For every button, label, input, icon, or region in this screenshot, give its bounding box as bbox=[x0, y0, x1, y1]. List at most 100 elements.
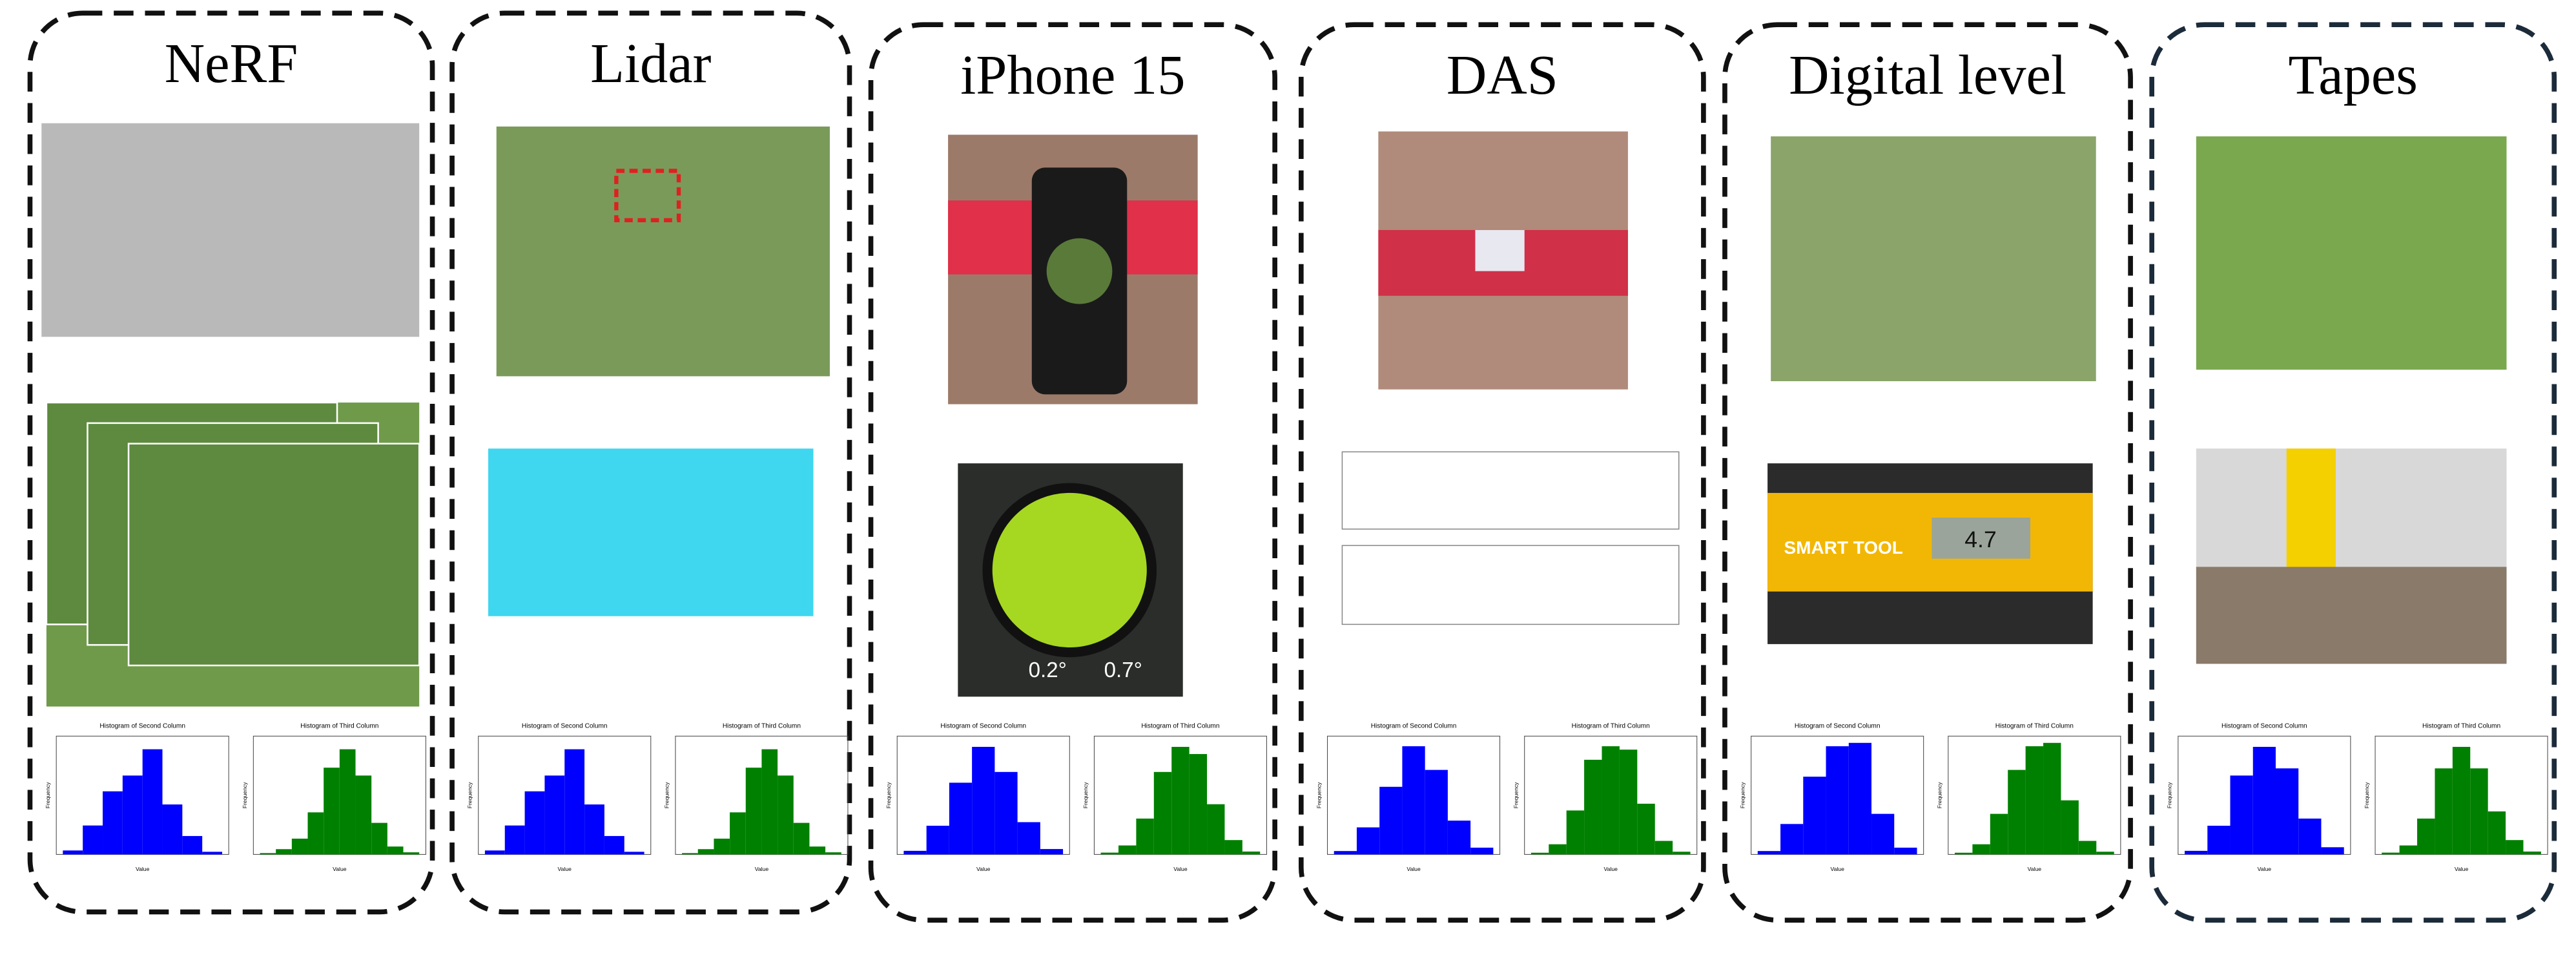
hist-bar bbox=[1803, 777, 1826, 855]
hist-ylabel: Frequency bbox=[2167, 782, 2173, 808]
photo bbox=[41, 123, 420, 337]
hist-bar bbox=[2061, 800, 2079, 855]
hist-bar bbox=[1100, 852, 1118, 855]
hist-bar bbox=[1871, 813, 1895, 855]
hist-bar bbox=[1826, 746, 1849, 855]
hist-xlabel: Value bbox=[136, 866, 150, 872]
hist-title: Histogram of Second Column bbox=[940, 723, 1026, 730]
hist-ylabel: Frequency bbox=[242, 782, 248, 808]
panel-title: iPhone 15 bbox=[960, 44, 1185, 106]
hist-bar bbox=[1972, 844, 1990, 855]
hist-bar bbox=[2025, 746, 2044, 855]
hist-ylabel: Frequency bbox=[467, 782, 473, 808]
hist-bar bbox=[260, 853, 276, 855]
hist-bar bbox=[697, 849, 714, 855]
hist-bar bbox=[1017, 822, 1040, 855]
hist-bar bbox=[2298, 818, 2322, 855]
hist-bar bbox=[730, 812, 746, 855]
ground bbox=[2196, 567, 2507, 664]
hist-bar bbox=[2275, 768, 2299, 855]
hist-bar bbox=[291, 839, 308, 855]
hist-bar bbox=[2078, 841, 2097, 855]
hist-bar bbox=[714, 839, 730, 855]
hist-bar bbox=[2399, 845, 2418, 855]
hist-bar bbox=[2096, 852, 2114, 855]
sensor bbox=[1475, 230, 1525, 271]
hist-bar bbox=[1171, 746, 1190, 855]
hist-bar bbox=[2043, 742, 2061, 855]
hist-ylabel: Frequency bbox=[1082, 782, 1089, 808]
hist-bar bbox=[2452, 746, 2471, 855]
hist-bar bbox=[809, 846, 826, 855]
hist-bar bbox=[1530, 852, 1549, 855]
hist-bar bbox=[624, 852, 644, 855]
hist-bar bbox=[103, 791, 123, 855]
panel-frame bbox=[868, 22, 1277, 923]
hist-bar bbox=[2435, 768, 2453, 855]
hist-ylabel: Frequency bbox=[1937, 782, 1943, 808]
hist-title: Histogram of Third Column bbox=[1995, 723, 2074, 730]
hist-bar bbox=[745, 768, 762, 855]
photo bbox=[496, 126, 830, 377]
hist-xlabel: Value bbox=[2028, 866, 2042, 872]
hist-bar bbox=[162, 804, 183, 855]
hist-bar bbox=[1402, 746, 1425, 855]
panel-frame bbox=[27, 10, 435, 915]
hist-bar bbox=[276, 849, 292, 855]
hist-title: Histogram of Third Column bbox=[2422, 723, 2500, 730]
hist-bar bbox=[339, 749, 356, 855]
photo-label: 4.7 bbox=[1964, 527, 1996, 552]
hist-bar bbox=[307, 812, 324, 855]
hist-bar bbox=[1153, 771, 1172, 855]
hist-bar bbox=[972, 746, 995, 855]
hist-bar bbox=[1566, 810, 1585, 855]
hist-title: Histogram of Second Column bbox=[99, 723, 185, 730]
hist-bar bbox=[1780, 824, 1804, 855]
hist-bar bbox=[778, 775, 794, 855]
hist-title: Histogram of Third Column bbox=[1572, 723, 1650, 730]
hist-bar bbox=[1379, 786, 1403, 855]
hist-bar bbox=[994, 771, 1018, 855]
photo bbox=[488, 448, 814, 616]
hist-bar bbox=[1894, 847, 1917, 855]
hist-xlabel: Value bbox=[1830, 866, 1844, 872]
panel-title: NeRF bbox=[165, 32, 298, 94]
level-tool bbox=[1767, 492, 2093, 592]
photo bbox=[1771, 136, 2096, 382]
panel-title: DAS bbox=[1447, 44, 1558, 106]
hist-bar bbox=[355, 775, 372, 855]
hist-bar bbox=[2230, 775, 2253, 855]
hist-bar bbox=[1242, 851, 1261, 855]
hist-bar bbox=[903, 850, 927, 855]
hist-bar bbox=[1118, 845, 1137, 855]
hist-title: Histogram of Second Column bbox=[522, 723, 608, 730]
hist-bar bbox=[1334, 851, 1357, 855]
hist-bar bbox=[1136, 818, 1154, 855]
hist-bar bbox=[182, 835, 203, 855]
hist-xlabel: Value bbox=[333, 866, 347, 872]
photo bbox=[127, 443, 420, 667]
hist-bar bbox=[1955, 852, 1973, 855]
hist-bar bbox=[584, 804, 604, 855]
photo-label: SMART TOOL bbox=[1784, 538, 1903, 558]
signal-plot bbox=[1341, 545, 1680, 625]
hist-xlabel: Value bbox=[2258, 866, 2272, 872]
hist-xlabel: Value bbox=[558, 866, 572, 872]
photo bbox=[2196, 136, 2507, 370]
hist-ylabel: Frequency bbox=[1315, 782, 1322, 808]
hist-bar bbox=[825, 852, 841, 855]
hist-bar bbox=[1673, 852, 1691, 855]
hist-bar bbox=[1602, 746, 1620, 855]
hist-xlabel: Value bbox=[755, 866, 769, 872]
hist-ylabel: Frequency bbox=[1513, 782, 1520, 808]
hist-bar bbox=[524, 791, 545, 855]
signal-plot bbox=[1341, 451, 1680, 530]
hist-ylabel: Frequency bbox=[1739, 782, 1746, 808]
hist-bar bbox=[2252, 746, 2276, 855]
hist-bar bbox=[63, 850, 83, 855]
hist-ylabel: Frequency bbox=[2364, 782, 2370, 808]
hist-bar bbox=[1654, 841, 1673, 855]
panel-title: Digital level bbox=[1789, 44, 2066, 106]
hist-bar bbox=[1040, 849, 1064, 855]
level-bubble bbox=[1046, 238, 1113, 304]
